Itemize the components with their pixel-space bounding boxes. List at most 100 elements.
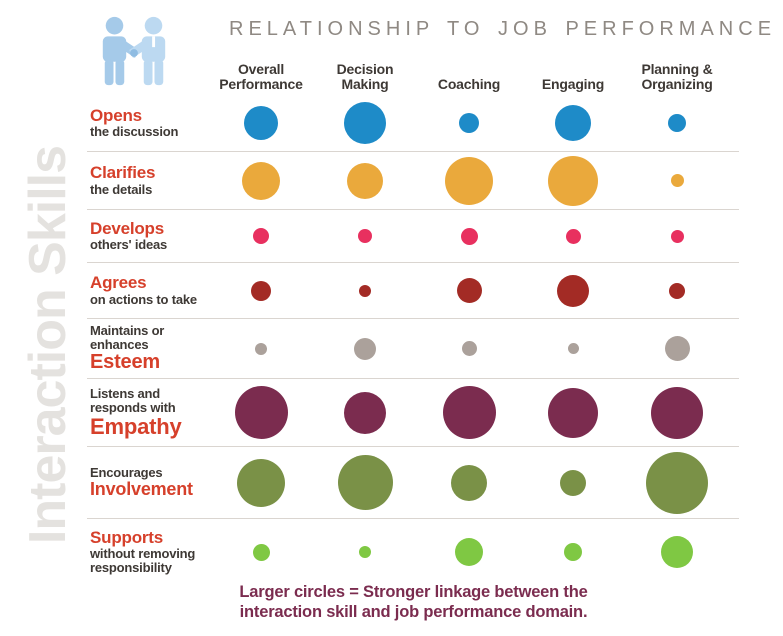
skill-label-line: Encourages <box>90 464 163 480</box>
bubble-cell-overall-performance <box>209 342 313 355</box>
column-header-overall-performance: Overall Performance <box>219 60 303 93</box>
legend-caption-line2: interaction skill and job performance do… <box>239 603 588 622</box>
bubble <box>548 155 598 206</box>
skill-label: Clarifies the details <box>87 164 209 196</box>
bubble <box>337 455 393 510</box>
skill-label-line: Esteem <box>90 350 160 373</box>
skill-row-opens-the-discussion: Opens the discussion <box>87 95 739 151</box>
bubble-cell-decision-making <box>313 391 417 434</box>
bubble <box>344 391 386 434</box>
legend-caption-line1: Larger circles = Stronger linkage betwee… <box>239 583 588 601</box>
bubble-cell-coaching <box>417 278 521 303</box>
bubble <box>253 228 269 244</box>
skill-label-line: the discussion <box>90 124 179 140</box>
column-header-coaching: Coaching <box>437 76 501 93</box>
bubble <box>661 536 693 568</box>
bubble <box>548 387 598 438</box>
matrix-rows: Opens the discussion Clarifies the details D… <box>87 95 739 585</box>
bubble <box>456 278 482 303</box>
skill-label: Supports without removing responsibility <box>87 528 209 576</box>
column-header-planning-organizing: Planning & Organizing <box>641 60 713 93</box>
bubble <box>234 386 288 439</box>
skill-label-line: enhances <box>90 336 149 352</box>
bubble-cell-decision-making <box>313 455 417 510</box>
bubble-cell-coaching <box>417 538 521 566</box>
skill-label-line: on actions to take <box>90 291 197 307</box>
bubble-cell-decision-making <box>313 337 417 360</box>
bubble-cell-decision-making <box>313 162 417 199</box>
row-axis-label: Interaction Skills <box>19 145 77 545</box>
bubble <box>445 156 493 205</box>
bubble-cell-planning-organizing <box>625 174 729 187</box>
skill-label-line: others' ideas <box>90 237 168 253</box>
bubble-cell-coaching <box>417 341 521 356</box>
bubble-cell-overall-performance <box>209 386 313 439</box>
bubble-cell-engaging <box>521 343 625 354</box>
bubble <box>459 113 479 133</box>
bubble-cell-coaching <box>417 156 521 205</box>
skill-label-line: Develops <box>90 218 164 238</box>
bubble-cell-planning-organizing <box>625 386 729 439</box>
skill-row-develops-others-ideas: Develops others' ideas <box>87 209 739 262</box>
bubble <box>354 337 376 360</box>
bubble <box>669 282 685 299</box>
bubble <box>564 543 582 561</box>
column-header-engaging: Engaging <box>541 76 605 93</box>
bubble-cell-engaging <box>521 105 625 141</box>
skill-row-encourages-involvement: Encourages Involvement <box>87 446 739 518</box>
bubble <box>451 464 487 501</box>
skill-label-line: Clarifies <box>90 163 156 183</box>
skill-label-line: responsibility <box>90 560 172 576</box>
bubble-cell-overall-performance <box>209 280 313 301</box>
bubble-cell-overall-performance <box>209 228 313 244</box>
bubble-cell-overall-performance <box>209 543 313 561</box>
column-header-decision-making: Decision Making <box>336 60 394 93</box>
skill-label-line: Opens <box>90 105 142 125</box>
bubble <box>237 458 285 507</box>
skill-label: Develops others' ideas <box>87 218 209 253</box>
skill-label: Opens the discussion <box>87 105 209 140</box>
skill-label-line: Agrees <box>90 273 147 293</box>
skill-label: Encourages Involvement <box>87 466 209 499</box>
skill-label-line: responds with <box>90 399 176 415</box>
bubble-cell-coaching <box>417 227 521 245</box>
legend-caption: Larger circles = Stronger linkage betwee… <box>0 582 783 622</box>
bubble <box>242 161 280 200</box>
bubble <box>344 102 386 144</box>
skill-label-line: Involvement <box>90 478 193 499</box>
bubble-cell-planning-organizing <box>625 229 729 243</box>
bubble-cell-planning-organizing <box>625 536 729 568</box>
bubble-cell-engaging <box>521 274 625 307</box>
column-headers: Overall Performance Decision Making Coaching… <box>87 53 739 94</box>
skill-label-line: Empathy <box>90 413 182 439</box>
bubble <box>347 162 383 199</box>
skill-label: Listens and responds with Empathy <box>87 386 209 439</box>
bubble-cell-coaching <box>417 113 521 133</box>
bubble-cell-coaching <box>417 464 521 501</box>
bubble <box>442 386 496 439</box>
bubble <box>670 229 684 243</box>
skill-label: Maintains or enhances Esteem <box>87 323 209 373</box>
bubble <box>646 451 708 514</box>
bubble-cell-engaging <box>521 155 625 206</box>
bubble-cell-coaching <box>417 386 521 439</box>
skill-label: Agrees on actions to take <box>87 274 209 306</box>
bubble-cell-decision-making <box>313 284 417 297</box>
bubble-cell-engaging <box>521 469 625 496</box>
chart-title: RELATIONSHIP TO JOB PERFORMANCE <box>229 18 777 40</box>
skill-label-line: Supports <box>90 528 164 547</box>
skill-label-line: the details <box>90 181 153 197</box>
bubble-cell-planning-organizing <box>625 282 729 299</box>
bubble <box>359 546 371 558</box>
bubble-cell-engaging <box>521 543 625 561</box>
bubble <box>668 114 686 132</box>
bubble <box>461 341 477 356</box>
bubble-cell-planning-organizing <box>625 336 729 361</box>
skill-row-supports-without-removing-responsibility: Supports without removing responsibility <box>87 518 739 585</box>
bubble-cell-overall-performance <box>209 106 313 140</box>
bubble-cell-planning-organizing <box>625 114 729 132</box>
skill-row-agrees-on-actions-to-take: Agrees on actions to take <box>87 262 739 318</box>
bubble-cell-planning-organizing <box>625 451 729 514</box>
bubble-cell-engaging <box>521 228 625 244</box>
